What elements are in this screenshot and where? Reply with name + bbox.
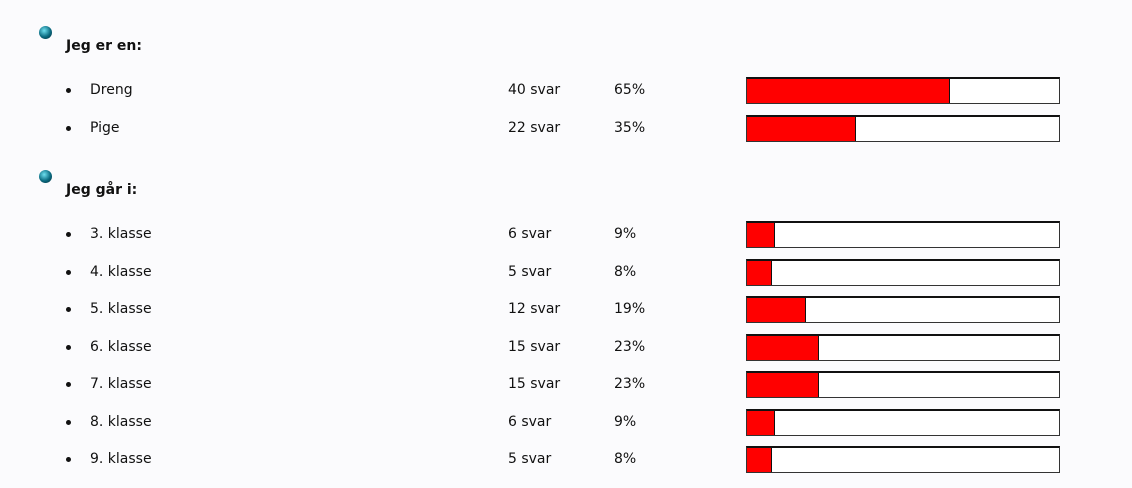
bullet <box>66 457 71 462</box>
bar-fill <box>747 260 772 285</box>
bar-fill <box>747 410 776 435</box>
answer-count: 12 svar <box>508 301 561 317</box>
percent-label: 8% <box>614 263 637 280</box>
bar-track <box>746 333 1060 361</box>
answer-count: 5 svar <box>508 451 552 467</box>
percent-label: 19% <box>614 301 646 317</box>
section-title: Jeg går i: <box>66 182 138 198</box>
percent-label: 8% <box>614 451 637 467</box>
bar-fill <box>747 116 857 141</box>
percent-label: 9% <box>614 226 637 242</box>
bar-track <box>746 446 1060 473</box>
bullet <box>66 307 71 312</box>
section-title: Jeg er en: <box>66 38 142 54</box>
answer-count: 22 svar <box>508 119 561 136</box>
percent-label: 65% <box>614 82 646 98</box>
bar-track <box>746 77 1060 104</box>
bar-track <box>746 221 1060 248</box>
bar-fill <box>747 298 807 322</box>
answer-count: 40 svar <box>508 82 561 98</box>
section-icon <box>39 170 52 183</box>
item-label: 8. klasse <box>90 413 152 430</box>
bullet <box>66 125 71 131</box>
item-label: 4. klasse <box>90 263 152 280</box>
answer-count: 5 svar <box>508 263 552 280</box>
bar-track <box>746 114 1060 142</box>
answer-count: 15 svar <box>508 338 561 355</box>
bar-track <box>746 408 1060 436</box>
item-label: Dreng <box>90 82 133 98</box>
bar-track <box>746 371 1060 398</box>
bullet <box>66 88 71 93</box>
item-label: Pige <box>90 119 120 136</box>
bar-fill <box>747 335 819 360</box>
bar-track <box>746 296 1060 323</box>
answer-count: 6 svar <box>508 413 552 430</box>
percent-label: 35% <box>614 119 646 136</box>
bar-fill <box>747 223 776 247</box>
percent-label: 23% <box>614 338 646 355</box>
bullet <box>66 232 71 237</box>
percent-label: 23% <box>614 376 646 392</box>
bar-fill <box>747 448 772 472</box>
item-label: 6. klasse <box>90 338 152 355</box>
item-label: 5. klasse <box>90 301 152 317</box>
percent-label: 9% <box>614 413 637 430</box>
item-label: 3. klasse <box>90 226 152 242</box>
item-label: 9. klasse <box>90 451 152 467</box>
bar-fill <box>747 79 950 103</box>
section-icon <box>39 26 52 39</box>
bullet <box>66 382 71 387</box>
bullet <box>66 269 71 275</box>
bar-fill <box>747 373 819 397</box>
item-label: 7. klasse <box>90 376 152 392</box>
bullet <box>66 419 71 425</box>
answer-count: 6 svar <box>508 226 552 242</box>
answer-count: 15 svar <box>508 376 561 392</box>
bullet <box>66 344 71 350</box>
bar-track <box>746 258 1060 286</box>
